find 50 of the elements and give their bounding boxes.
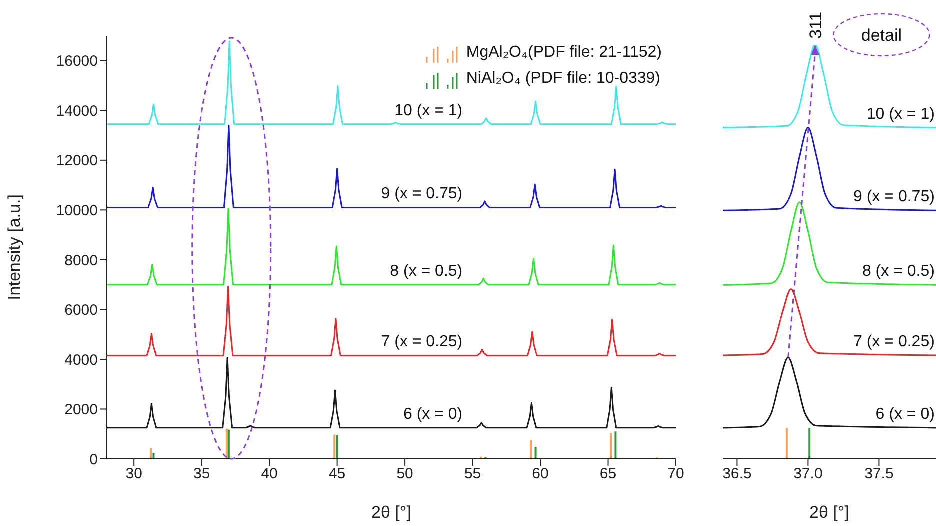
- x-axis-title: 2θ [°]: [372, 503, 412, 522]
- line-series: [107, 124, 676, 208]
- y-tick-label: 14000: [56, 102, 98, 120]
- annotation: detail: [861, 26, 902, 45]
- x-tick-label: 37.5: [864, 466, 894, 483]
- series-label: 7 (x = 0.25): [381, 334, 463, 351]
- y-tick-label: 8000: [64, 252, 98, 270]
- x-tick-label: 36.5: [722, 466, 752, 483]
- x-tick-label: 50: [396, 466, 414, 483]
- x-tick-label: 40: [261, 466, 278, 483]
- y-tick-label: 0: [90, 451, 98, 468]
- x-tick-label: 35: [193, 466, 210, 483]
- series-label: 7 (x = 0.25): [854, 334, 935, 350]
- bar: [614, 432, 617, 459]
- line-series: [107, 40, 676, 126]
- y-tick-label: 16000: [56, 53, 98, 70]
- y-tick-label: 10000: [56, 202, 98, 220]
- legend-label: MgAl₂O₄(PDF file: 21-1152): [466, 43, 662, 63]
- y-tick-label: 12000: [56, 152, 98, 170]
- bar: [334, 434, 336, 459]
- x-tick-label: 65: [600, 466, 617, 483]
- bar: [150, 448, 152, 459]
- bar: [336, 435, 338, 459]
- y-tick-label: 2000: [64, 402, 98, 419]
- series-label: 8 (x = 0.5): [862, 263, 935, 280]
- series-label: 8 (x = 0.5): [390, 262, 463, 280]
- series-label: 9 (x = 0.75): [381, 186, 463, 203]
- legend-label: NiAl₂O₄ (PDF file: 10-0339): [466, 69, 661, 89]
- series-label: 10 (x = 1): [866, 106, 935, 123]
- series-label: 10 (x = 1): [394, 102, 463, 120]
- y-axis-title: Intensity [a.u.]: [5, 194, 24, 300]
- y-tick-label: 6000: [64, 302, 98, 320]
- x-tick-label: 70: [668, 466, 684, 483]
- x-tick-label: 60: [532, 466, 549, 483]
- y-tick-label: 4000: [64, 352, 98, 369]
- bar: [152, 453, 155, 459]
- series-label: 9 (x = 0.75): [854, 188, 935, 206]
- x-tick-label: 55: [464, 466, 482, 483]
- x-axis-title: 2θ [°]: [810, 503, 850, 522]
- line-series: [107, 286, 676, 356]
- x-tick-label: 37.0: [794, 466, 823, 483]
- bar: [534, 447, 537, 459]
- series-label: 6 (x = 0): [403, 406, 463, 423]
- x-tick-label: 30: [126, 466, 142, 483]
- x-tick-label: 45: [328, 466, 346, 483]
- bar: [530, 440, 532, 459]
- text: 311: [806, 12, 826, 39]
- series-label: 6 (x = 0): [876, 406, 935, 423]
- bar: [610, 433, 612, 459]
- line-series: [107, 208, 676, 286]
